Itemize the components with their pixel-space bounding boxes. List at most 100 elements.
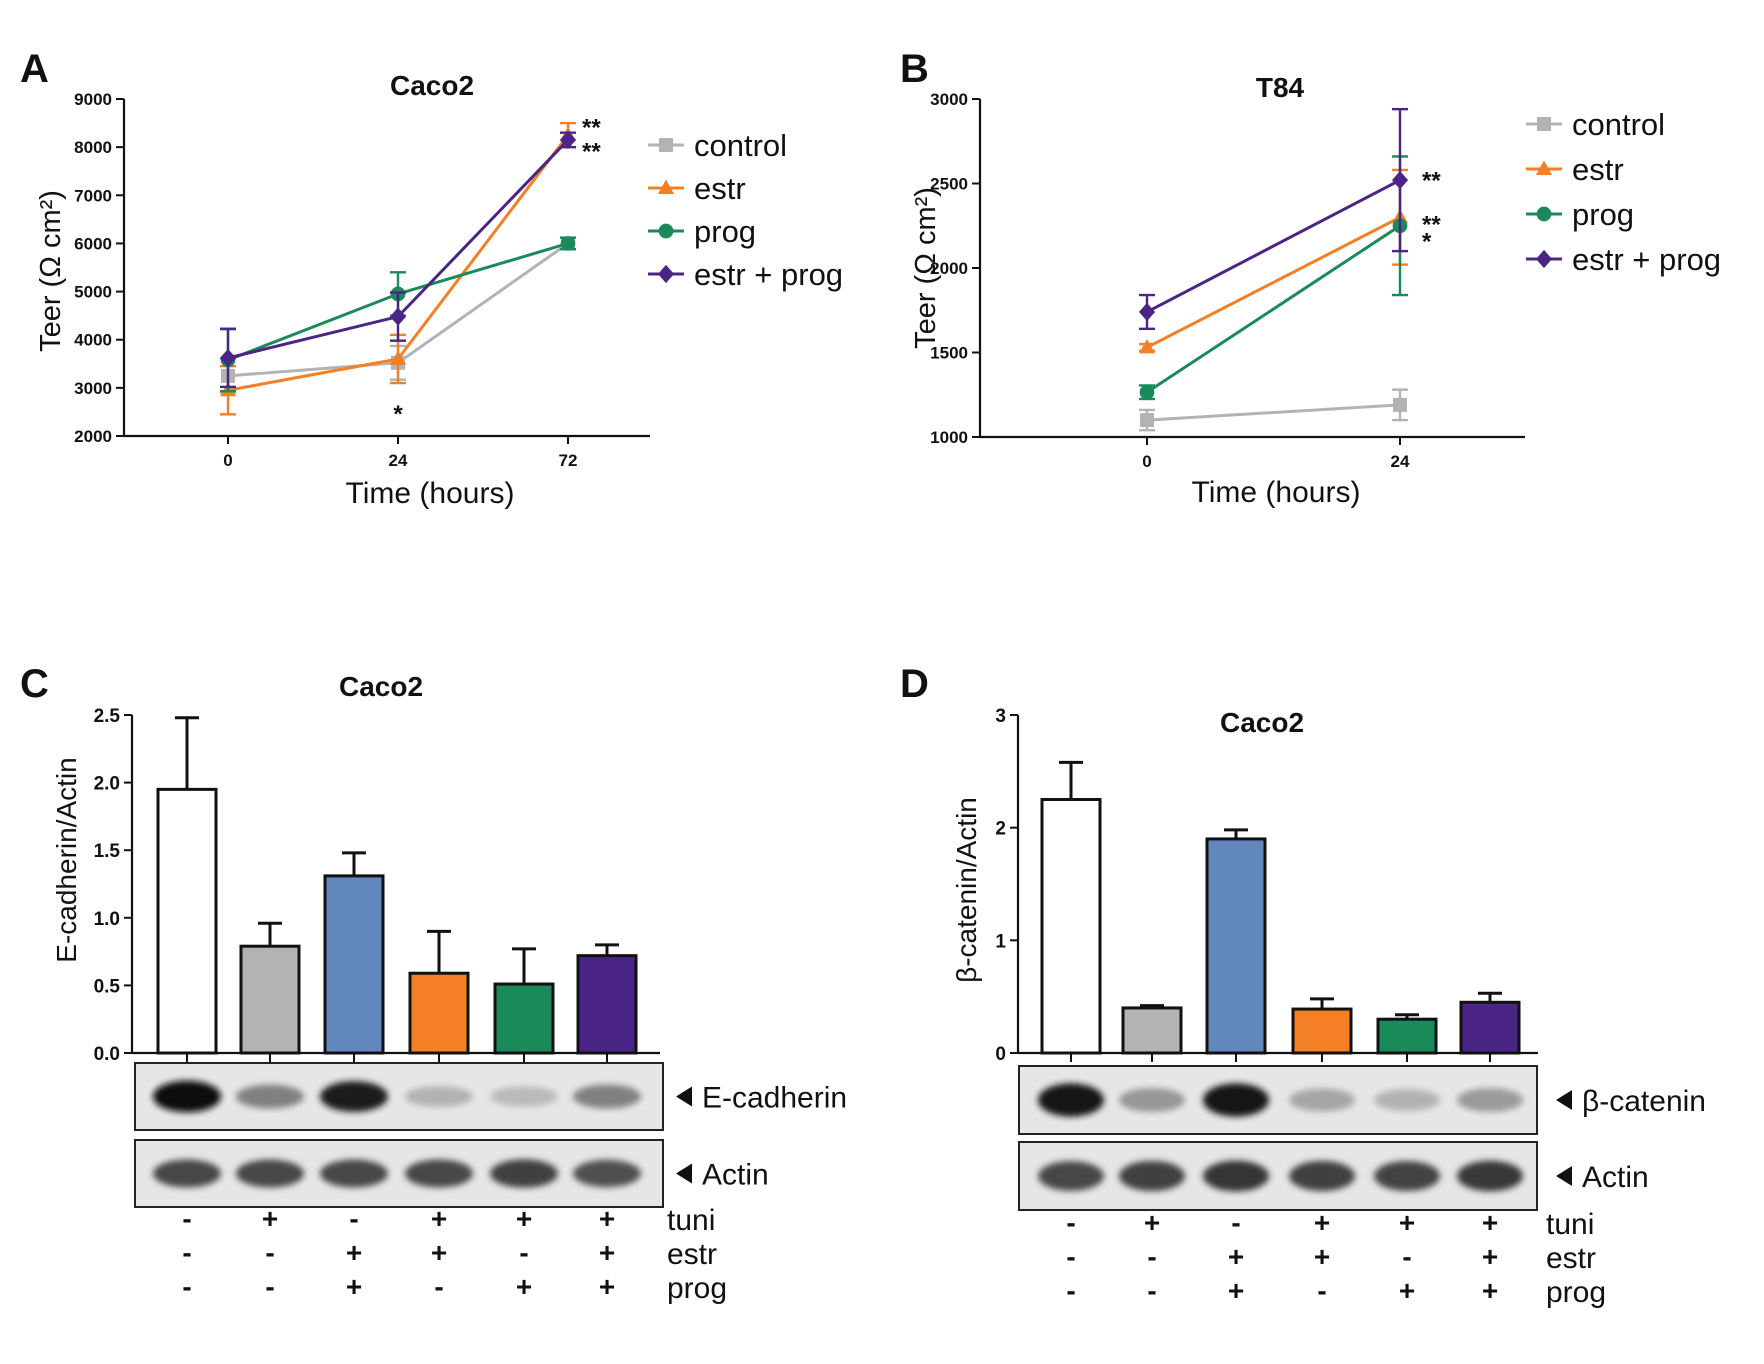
panel-c-blot-arrow — [676, 1163, 692, 1184]
panel-d-condition-sign: - — [1147, 1241, 1156, 1272]
panel-b-significance-marker: ** — [1422, 211, 1441, 238]
panel-a-title: Caco2 — [390, 70, 474, 101]
panel-d-blot-band — [1038, 1161, 1104, 1191]
panel-d-blot-arrow — [1556, 1090, 1572, 1110]
panel-b-series-line — [1146, 403, 1401, 422]
panel-a-data-point — [389, 307, 407, 326]
panel-a-legend-label: control — [694, 128, 787, 163]
panel-c-title: Caco2 — [339, 671, 423, 702]
panel-a-series-estr — [219, 121, 577, 416]
panel-d-condition-sign: - — [1066, 1241, 1075, 1272]
panel-a-data-point — [389, 350, 407, 365]
panel-b-ylabel: Teer (Ω cm²) — [910, 187, 942, 349]
panel-d-blot-band — [1374, 1088, 1440, 1112]
panel-c-condition-sign: + — [516, 1271, 532, 1302]
panel-d-blot-frame — [1018, 1065, 1538, 1135]
panel-b-legend-marker — [1535, 160, 1553, 175]
panel-d: Caco2 β-catenin/Actin 0 1 2 3 β-catenin Acti… — [951, 706, 1706, 1309]
panel-c-condition-label: estr — [667, 1238, 717, 1271]
panel-c-condition-sign: + — [346, 1271, 362, 1302]
panel-b-legend-label: estr + prog — [1572, 242, 1721, 277]
panel-b-significance-marker: ** — [1422, 167, 1441, 194]
panel-c-blot-arrow — [676, 1086, 692, 1107]
panel-c-blot-strip: Actin — [134, 1139, 769, 1208]
panel-d-condition-sign: + — [1228, 1241, 1244, 1272]
panel-d-blot-arrow — [1556, 1166, 1572, 1186]
panel-a-legend-marker — [659, 138, 673, 152]
panel-b-data-point — [1393, 397, 1407, 412]
panel-c-blot-band — [490, 1159, 558, 1188]
panel-a-series-estr-prog — [219, 130, 577, 389]
panel-a-legend-label: prog — [694, 214, 756, 249]
panel-a-ylabel: Teer (Ω cm²) — [35, 190, 67, 352]
panel-c-blot-band — [405, 1086, 473, 1107]
panel-c-blot-band — [573, 1084, 641, 1109]
panel-c-blot-band — [236, 1159, 304, 1188]
panel-c-bar — [576, 954, 638, 1055]
panel-c-blot-band — [236, 1084, 304, 1109]
panel-c-blot-strip: E-cadherin — [134, 1062, 847, 1131]
panel-c-y-tick-label: 2.5 — [94, 706, 121, 727]
panel-c-bars — [156, 716, 638, 1055]
panel-a-y-tick-label: 7000 — [74, 186, 112, 205]
panel-d-blot-band — [1203, 1160, 1269, 1192]
panel-c-condition-sign: - — [265, 1237, 274, 1268]
panel-b: T84 Teer (Ω cm²) Time (hours) 1000 1500 20… — [910, 72, 1721, 509]
panel-d-blot-band — [1038, 1083, 1104, 1117]
panel-b-legend-label: prog — [1572, 197, 1634, 232]
panel-d-blot-band — [1289, 1088, 1355, 1112]
panel-a-x-tick-label: 72 — [559, 451, 578, 470]
panel-a-legend-item: estr — [648, 171, 746, 206]
panel-a-legend-marker — [657, 264, 675, 284]
panel-c-bar — [408, 971, 470, 1055]
panel-b-y-tick-label: 1500 — [930, 344, 968, 363]
panel-d-condition-sign: - — [1231, 1207, 1240, 1238]
panel-c-condition-sign: + — [431, 1237, 447, 1268]
panel-d-bar — [1291, 1007, 1353, 1055]
panel-a-x-tick-label: 24 — [389, 451, 408, 470]
panel-a-y-tick-label: 6000 — [74, 234, 112, 253]
panel-b-legend-item: estr + prog — [1526, 242, 1721, 277]
panel-b-legend-label: estr — [1572, 152, 1624, 187]
panel-c-bar — [239, 944, 301, 1055]
panel-a-y-tick-label: 9000 — [74, 90, 112, 109]
panel-c-condition-sign: - — [182, 1203, 191, 1234]
panel-d-condition-sign: - — [1066, 1275, 1075, 1306]
panel-c-bar — [493, 982, 555, 1055]
panel-c-bar — [323, 874, 385, 1055]
panel-letter-d: D — [900, 662, 929, 706]
panel-b-data-point — [1391, 171, 1409, 190]
panel-d-condition-sign: - — [1147, 1275, 1156, 1306]
panel-a-y-tick-label: 8000 — [74, 138, 112, 157]
panel-b-y-tick-label: 1000 — [930, 428, 968, 447]
panel-c-condition-sign: + — [262, 1203, 278, 1234]
panel-c-condition-sign: + — [599, 1271, 615, 1302]
panel-d-y-tick-label: 2 — [995, 819, 1006, 840]
panel-b-series-prog — [1139, 155, 1408, 401]
panel-d-condition-sign: - — [1402, 1241, 1411, 1272]
panel-d-blot-band — [1457, 1088, 1523, 1112]
panel-d-bar — [1459, 1000, 1521, 1055]
panel-c-blot-band — [320, 1081, 388, 1112]
panel-a-data-point — [559, 130, 577, 150]
panel-c-condition-sign: - — [182, 1271, 191, 1302]
panel-a-y-tick-label: 2000 — [74, 427, 112, 446]
panel-b-x-tick-label: 24 — [1391, 452, 1410, 471]
panel-c-condition-sign: - — [349, 1203, 358, 1234]
panel-d-bar — [1205, 837, 1267, 1055]
panel-c-condition-label: tuni — [667, 1204, 715, 1237]
panel-c-y-tick-label: 0.5 — [94, 976, 121, 997]
panel-letter-c: C — [20, 662, 49, 706]
panel-d-blot-strip: Actin — [1018, 1141, 1649, 1211]
panel-b-legend-marker — [1535, 249, 1553, 269]
panel-d-axes: 0 1 2 3 — [995, 706, 1538, 1065]
panel-a-y-tick-label: 3000 — [74, 379, 112, 398]
panel-d-blot-label: Actin — [1582, 1161, 1649, 1194]
panel-d-bar — [1040, 798, 1102, 1055]
panel-letter-b: B — [900, 47, 929, 91]
panel-a-data-point — [219, 348, 237, 368]
panel-b-legend-item: prog — [1526, 197, 1634, 232]
panel-c: Caco2 E-cadherin/Actin 0.0 0.5 1.0 1.5 2.0 2.… — [51, 671, 847, 1305]
panel-c-condition-sign: - — [265, 1271, 274, 1302]
